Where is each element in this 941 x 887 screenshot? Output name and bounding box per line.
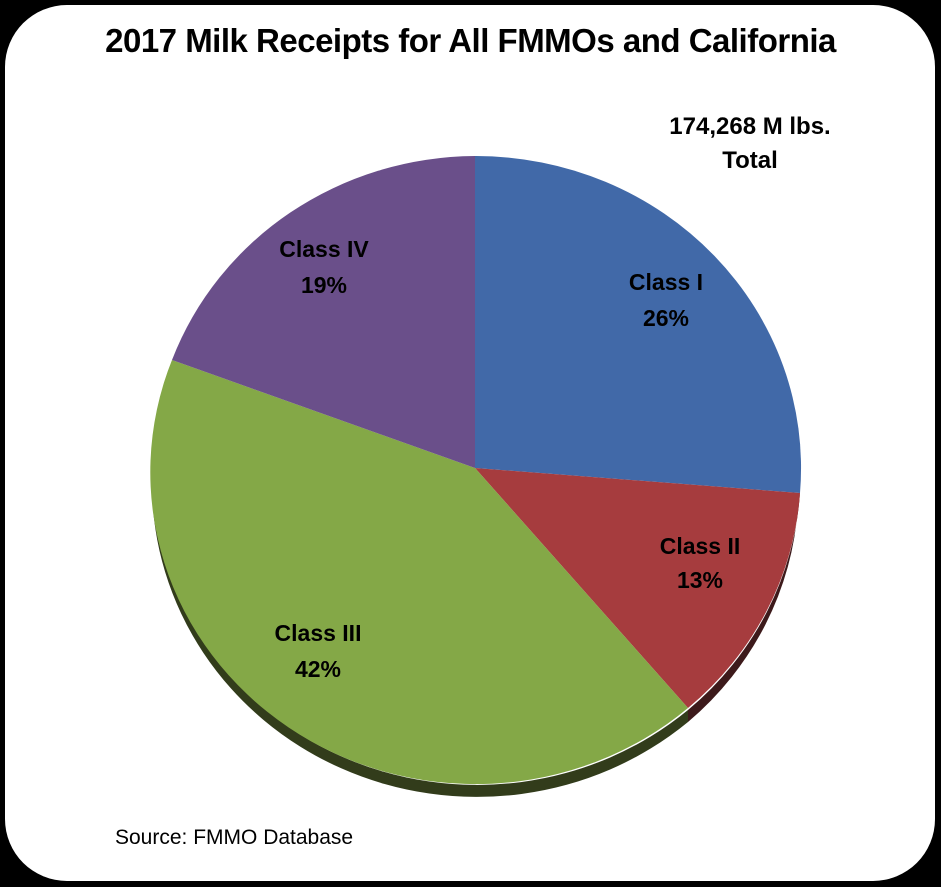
label-class-iv-name: Class IV bbox=[279, 236, 369, 262]
total-annotation: 174,268 M lbs. Total bbox=[610, 110, 890, 178]
total-value: 174,268 M lbs. bbox=[669, 113, 831, 140]
slice-class-ii[interactable] bbox=[475, 468, 800, 708]
total-label: Total bbox=[722, 147, 778, 174]
slice-class-iv[interactable] bbox=[172, 156, 475, 468]
label-class-iii-pct: 42% bbox=[295, 656, 341, 682]
label-class-i-pct: 26% bbox=[643, 305, 689, 331]
label-class-i: Class I 26% bbox=[629, 269, 703, 331]
label-class-iii-name: Class III bbox=[275, 620, 362, 646]
label-class-ii: Class II 13% bbox=[660, 533, 741, 593]
label-class-ii-pct: 13% bbox=[677, 567, 723, 593]
label-class-i-name: Class I bbox=[629, 269, 703, 295]
label-class-iv-pct: 19% bbox=[301, 272, 347, 298]
slice-class-i[interactable] bbox=[475, 155, 802, 493]
slice-class-iii[interactable] bbox=[150, 360, 689, 785]
chart-title: 2017 Milk Receipts for All FMMOs and Cal… bbox=[105, 22, 836, 59]
label-class-iii: Class III 42% bbox=[275, 620, 362, 682]
source-note: Source: FMMO Database bbox=[115, 826, 354, 849]
label-class-ii-name: Class II bbox=[660, 533, 741, 559]
label-class-iv: Class IV 19% bbox=[279, 236, 369, 298]
